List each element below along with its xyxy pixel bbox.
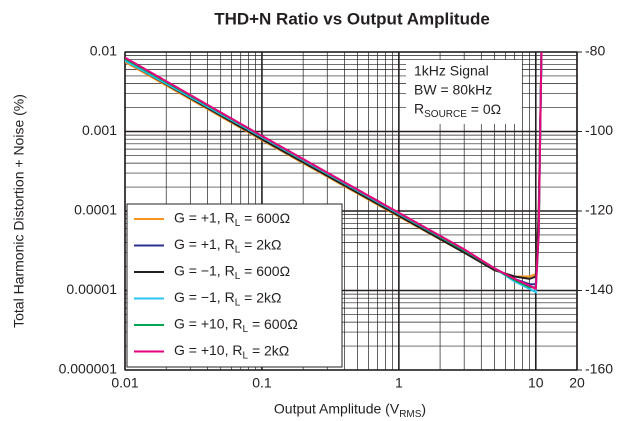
series-line bbox=[125, 51, 543, 291]
legend-label: G = +10, RL = 2kΩ bbox=[174, 342, 289, 361]
x-tick-label: 0.01 bbox=[111, 375, 138, 391]
y2-tick-label: -140 bbox=[585, 281, 613, 297]
legend-label: G = −1, RL = 600Ω bbox=[174, 263, 290, 282]
legend-label: G = +1, RL = 2kΩ bbox=[174, 236, 282, 255]
legend-label: G = +1, RL = 600Ω bbox=[174, 210, 290, 229]
annotation: 1kHz Signal bbox=[414, 63, 489, 79]
x-tick-label: 20 bbox=[569, 375, 585, 391]
x-tick-label: 1 bbox=[395, 375, 403, 391]
y-tick-label: 0.0001 bbox=[74, 202, 117, 218]
y-tick-label: 0.001 bbox=[82, 122, 117, 138]
plot-frame bbox=[124, 51, 578, 371]
y-tick-label: 0.000001 bbox=[59, 361, 118, 377]
y2-tick-label: -80 bbox=[585, 43, 605, 59]
legend-label: G = +10, RL = 600Ω bbox=[174, 316, 298, 335]
x-axis-label: Output Amplitude (VRMS) bbox=[274, 401, 426, 420]
y-tick-label: 0.01 bbox=[90, 43, 117, 59]
chart-title: THD+N Ratio vs Output Amplitude bbox=[214, 9, 490, 28]
y-axis-label: Total Harmonic Distortion + Noise (%) bbox=[11, 94, 27, 328]
x-tick-label: 10 bbox=[528, 375, 544, 391]
y-tick-label: 0.00001 bbox=[66, 281, 117, 297]
legend-box bbox=[126, 203, 343, 368]
annotation: BW = 80kHz bbox=[414, 82, 492, 98]
x-tick-label: 0.1 bbox=[252, 375, 272, 391]
y2-tick-label: -120 bbox=[585, 202, 613, 218]
y2-tick-label: -100 bbox=[585, 122, 613, 138]
legend-label: G = −1, RL = 2kΩ bbox=[174, 289, 282, 308]
y2-tick-label: -160 bbox=[585, 361, 613, 377]
annotation-box bbox=[406, 60, 522, 124]
